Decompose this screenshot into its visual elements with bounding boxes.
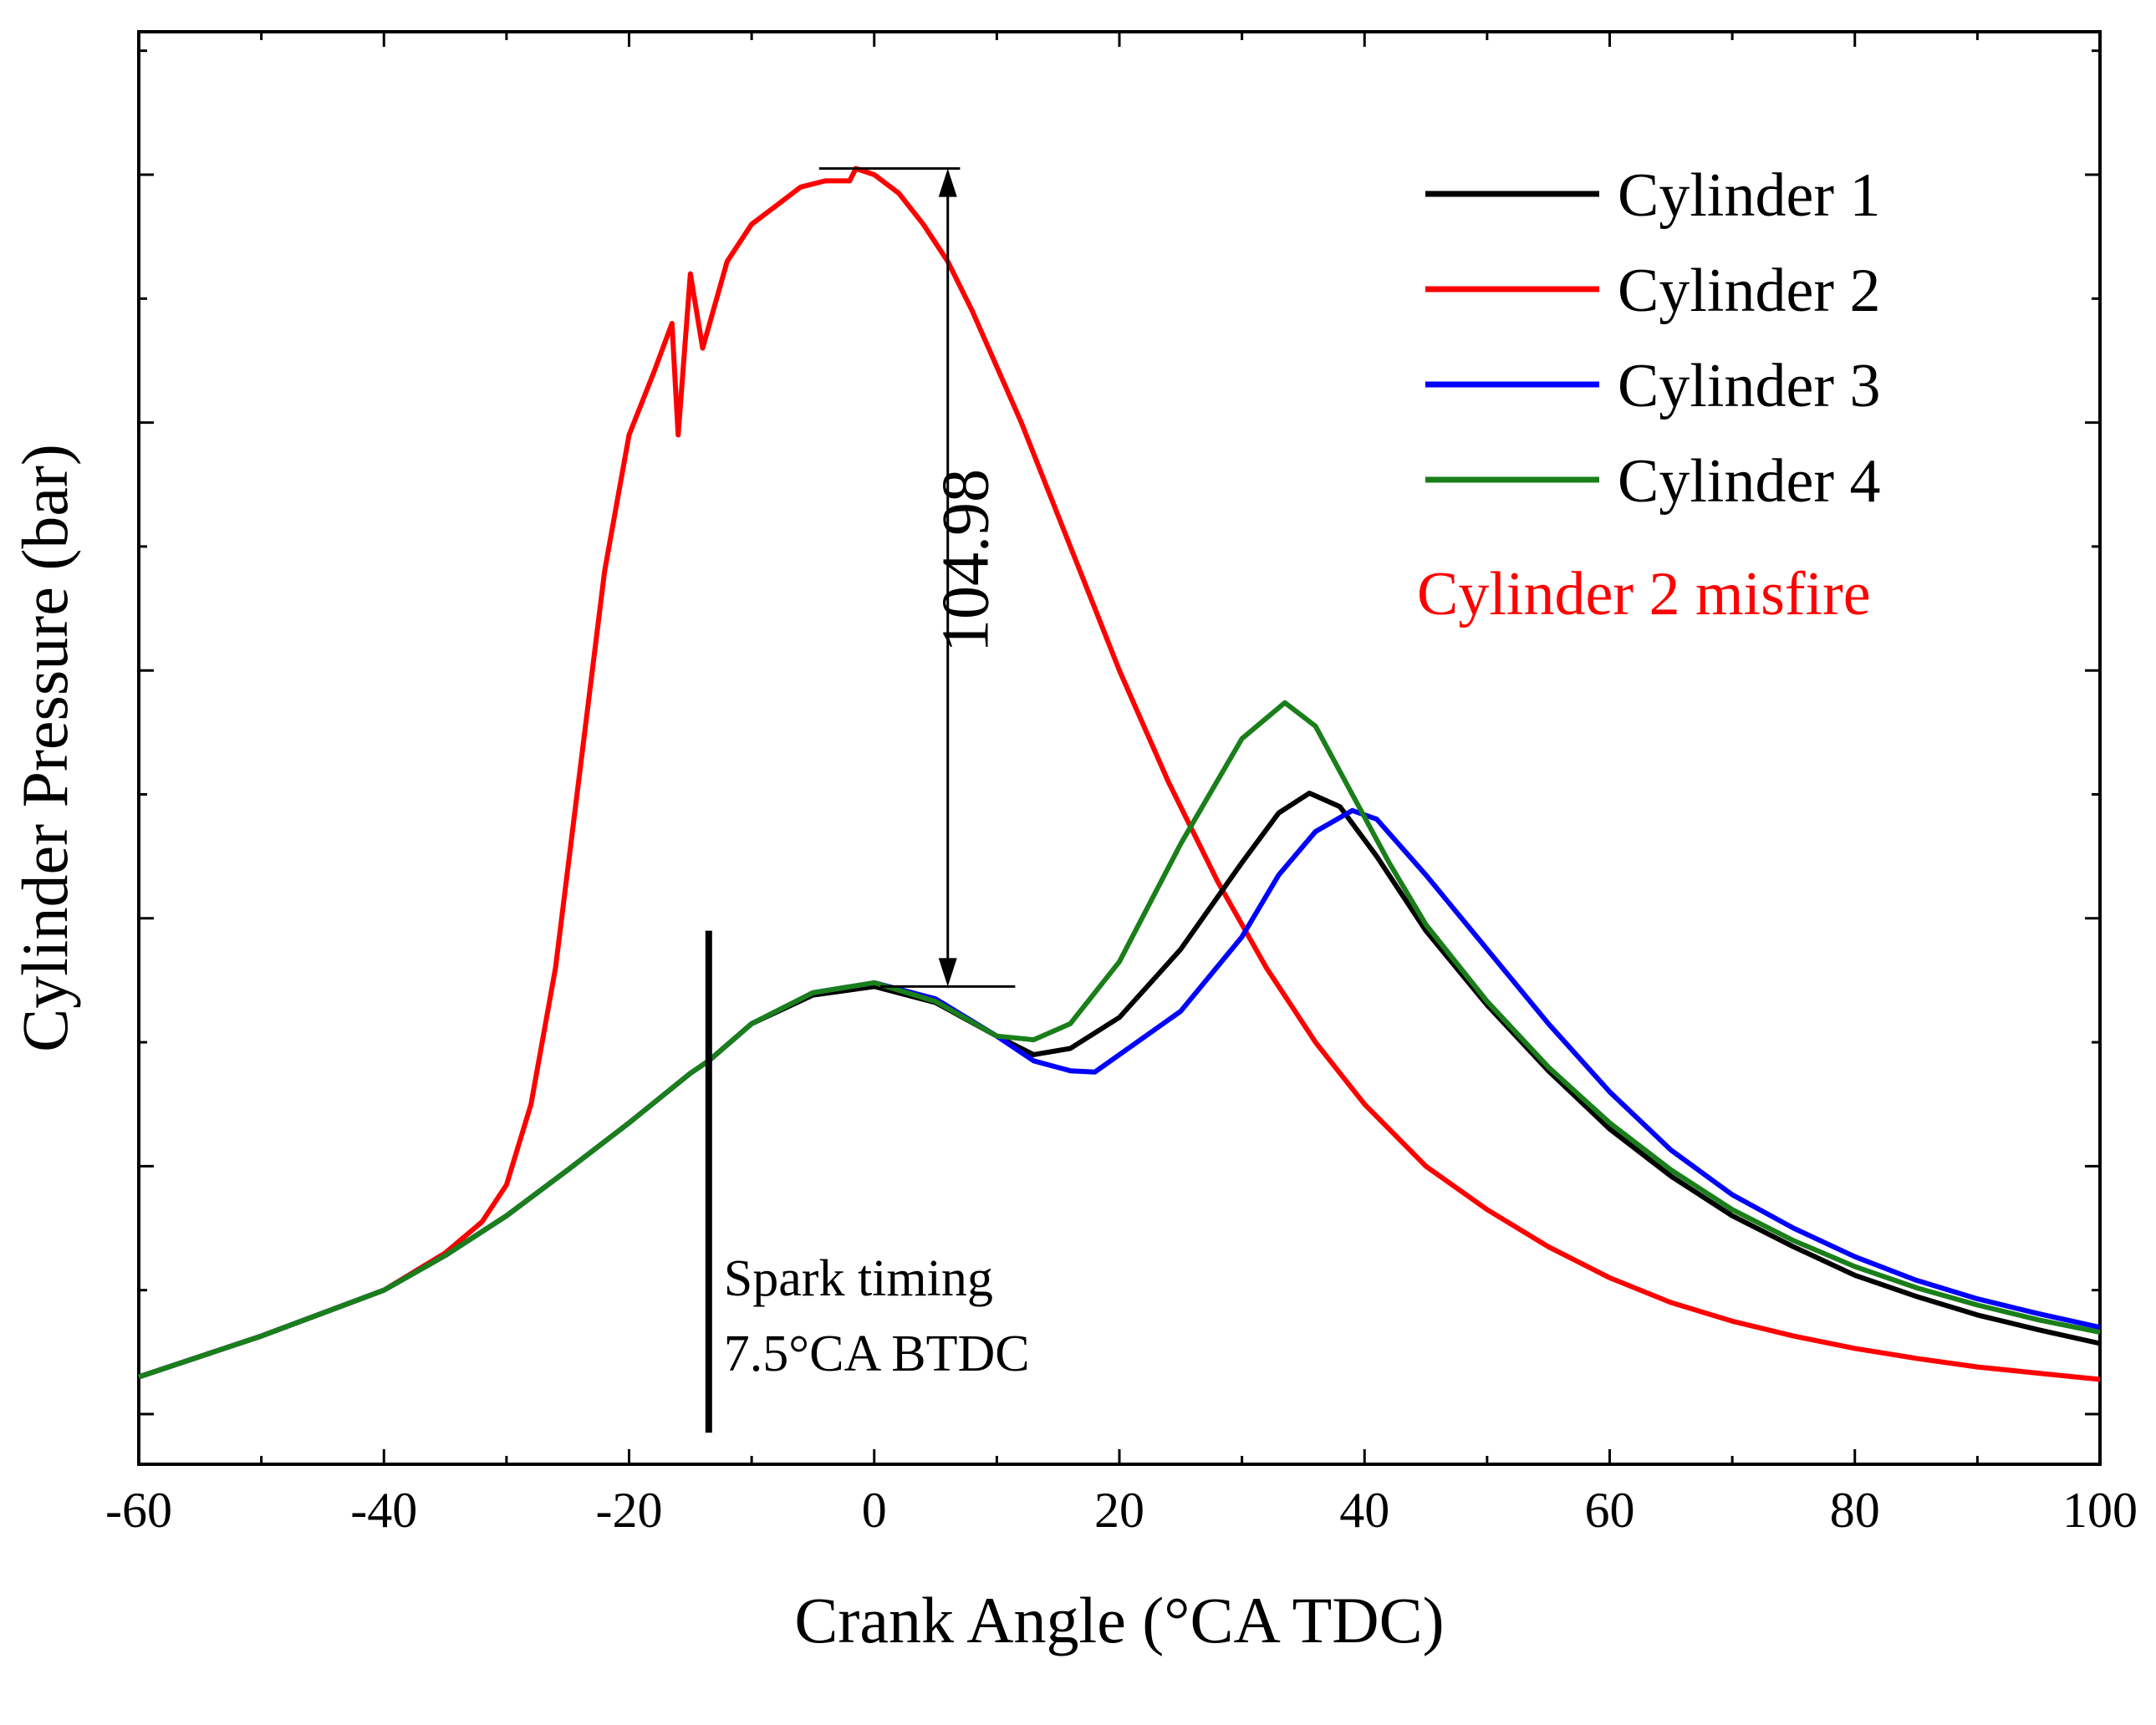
difference-value-label: 104.98	[930, 469, 1003, 653]
arrow-head-down	[938, 958, 957, 987]
legend-label-2: Cylinder 2	[1618, 257, 1880, 325]
x-tick-labels: -60 -40 -20 0 20 40 60 80 100	[105, 1483, 2138, 1538]
series-lines	[138, 165, 2101, 1382]
x-tick-label: 20	[1094, 1483, 1144, 1538]
x-tick-label: 40	[1339, 1483, 1389, 1538]
x-tick-label: -20	[596, 1483, 663, 1538]
plot-frame	[137, 30, 2102, 1466]
spark-timing-label: Spark timing	[724, 1250, 993, 1307]
spark-timing-value: 7.5°CA BTDC	[724, 1326, 1030, 1382]
x-tick-label: 80	[1830, 1483, 1880, 1538]
annotations: 104.98 Spark timing 7.5°CA BTDC	[705, 167, 1030, 1433]
legend-label-3: Cylinder 3	[1618, 352, 1880, 420]
x-axis-title: Crank Angle (°CA TDC)	[794, 1584, 1444, 1656]
series-line-cylinder-4	[138, 700, 2101, 1380]
legend-label-1: Cylinder 1	[1618, 161, 1880, 230]
legend: Cylinder 1 Cylinder 2 Cylinder 3 Cylinder 4…	[1417, 161, 1880, 628]
series-line-cylinder-1	[138, 791, 2101, 1380]
axis-ticks	[137, 32, 2102, 1464]
x-tick-label: -40	[350, 1483, 417, 1538]
series-line-cylinder-2	[138, 165, 2101, 1382]
legend-label-4: Cylinder 4	[1618, 447, 1880, 516]
series-line-cylinder-3	[138, 807, 2101, 1380]
arrow-head-up	[938, 168, 957, 197]
x-tick-label: -60	[105, 1483, 172, 1538]
x-tick-label: 100	[2062, 1483, 2138, 1538]
x-tick-label: 0	[862, 1483, 887, 1538]
misfire-label: Cylinder 2 misfire	[1417, 560, 1871, 628]
x-tick-label: 60	[1585, 1483, 1635, 1538]
y-axis-title: Cylinder Pressure (bar)	[8, 444, 81, 1052]
